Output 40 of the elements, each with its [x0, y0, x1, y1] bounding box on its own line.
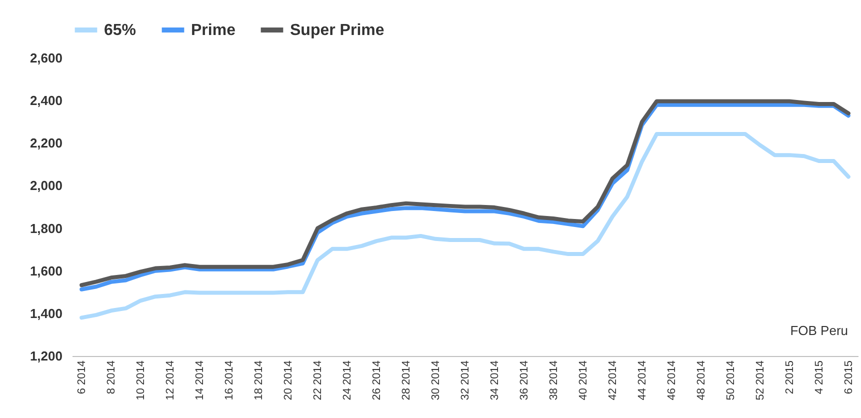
x-tick-label: 16 2014 [224, 360, 236, 400]
x-tick-label: 46 2014 [666, 360, 678, 400]
y-tick-label: 1,200 [30, 348, 62, 364]
x-tick-label: 20 2014 [282, 360, 295, 400]
annotation: FOB Peru [790, 323, 848, 338]
x-tick-label: 14 2014 [194, 360, 206, 400]
x-tick-label: 50 2014 [724, 360, 737, 400]
x-tick-label: 36 2014 [518, 360, 530, 400]
x-tick-label: 6 2014 [76, 360, 88, 394]
line-series [80, 132, 850, 320]
x-tick-label: 48 2014 [695, 360, 708, 400]
x-tick-label: 8 2014 [106, 360, 118, 394]
x-tick-label: 42 2014 [606, 360, 619, 400]
x-tick-label: 22 2014 [312, 360, 324, 400]
x-tick-label: 32 2014 [460, 360, 472, 400]
x-tick-label: 38 2014 [548, 360, 560, 400]
y-tick-label: 1,800 [30, 220, 62, 236]
legend-label: Super Prime [290, 22, 384, 39]
x-tick-label: 30 2014 [430, 360, 442, 400]
x-tick-label: 28 2014 [400, 360, 413, 400]
x-tick-label: 6 2015 [842, 360, 855, 394]
x-tick-label: 18 2014 [253, 360, 266, 400]
y-tick-label: 2,400 [30, 93, 62, 108]
x-tick-label: 40 2014 [577, 360, 590, 400]
legend-label: Prime [191, 22, 236, 39]
x-tick-label: 2 2015 [784, 360, 796, 394]
y-tick-label: 1,400 [30, 306, 62, 321]
x-tick-label: 26 2014 [371, 360, 384, 400]
legend-label: 65% [104, 22, 136, 39]
y-tick-label: 2,000 [30, 178, 62, 194]
x-tick-label: 12 2014 [164, 360, 177, 400]
y-tick-label: 2,600 [30, 50, 62, 66]
y-tick-label: 1,600 [30, 263, 62, 278]
x-tick-label: 34 2014 [488, 360, 501, 400]
x-tick-label: 44 2014 [636, 360, 648, 400]
x-tick-label: 24 2014 [342, 360, 354, 400]
x-tick-label: 4 2015 [813, 360, 826, 394]
x-tick-label: 10 2014 [135, 360, 148, 400]
x-tick-label: 52 2014 [754, 360, 766, 400]
y-tick-label: 2,200 [30, 136, 62, 151]
